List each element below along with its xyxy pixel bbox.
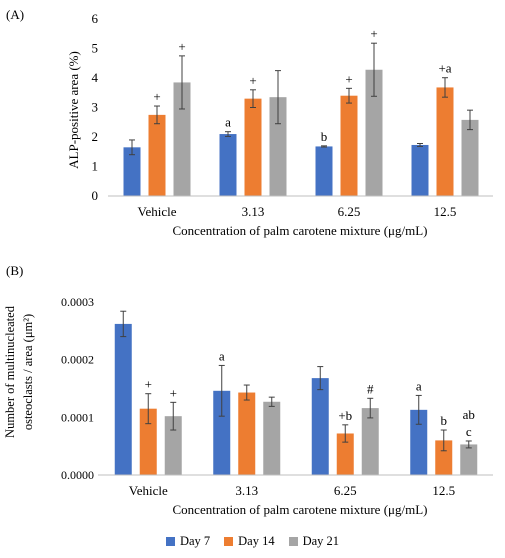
significance-label: a	[416, 378, 422, 393]
significance-label: c	[466, 424, 472, 439]
y-tick-label: 0.0000	[61, 468, 94, 482]
significance-label: +	[370, 26, 377, 41]
bar	[436, 87, 454, 196]
significance-label: a	[225, 115, 231, 130]
panel-b-y-label-line1: Number of multinucleated	[3, 305, 17, 438]
bar	[123, 147, 141, 196]
bar	[213, 390, 231, 475]
panel-a-label: (A)	[6, 7, 24, 22]
bar	[269, 97, 287, 196]
x-tick-label: 6.25	[338, 204, 361, 219]
bar	[410, 409, 428, 475]
y-tick-label: 0.0001	[61, 410, 94, 424]
bar	[460, 444, 478, 475]
legend-item-day14: Day 14	[224, 534, 275, 549]
legend-label-day21: Day 21	[302, 534, 340, 548]
significance-label: a	[219, 348, 225, 363]
significance-label: +b	[338, 408, 352, 423]
bar	[139, 408, 157, 475]
y-tick-label: 0.0002	[61, 353, 94, 367]
bar	[114, 323, 132, 475]
significance-label: b	[321, 129, 328, 144]
bar	[411, 144, 429, 196]
legend-swatch-day21	[288, 537, 298, 546]
legend-swatch-day7	[165, 537, 175, 546]
y-tick-label: 4	[92, 70, 99, 85]
panel-b-y-label-line2: osteoclasts / area (μm²)	[21, 314, 35, 430]
bar	[238, 392, 256, 475]
x-tick-label: 12.5	[434, 204, 457, 219]
legend-label-day14: Day 14	[238, 534, 275, 548]
legend-swatch-day14	[224, 537, 234, 546]
significance-label: ab	[463, 407, 475, 422]
significance-label: +	[145, 377, 152, 392]
bar	[361, 408, 379, 475]
y-tick-label: 0.0003	[61, 295, 94, 309]
significance-label: +a	[438, 61, 451, 76]
x-tick-label: 6.25	[334, 483, 357, 498]
x-tick-label: 12.5	[432, 483, 455, 498]
bar	[148, 114, 166, 196]
panel-a-x-label: Concentration of palm carotene mixture (…	[173, 223, 428, 238]
bar	[164, 416, 182, 475]
panel-a-y-label: ALP-positive area (%)	[66, 51, 81, 169]
bar	[219, 134, 237, 196]
chart-legend: Day 7 Day 14 Day 21	[0, 534, 505, 549]
significance-label: +	[153, 89, 160, 104]
significance-label: +	[170, 385, 177, 400]
significance-label: +	[178, 39, 185, 54]
bar	[315, 146, 333, 196]
y-tick-label: 2	[92, 129, 99, 144]
bar	[244, 98, 262, 196]
x-tick-label: 3.13	[235, 483, 258, 498]
legend-item-day21: Day 21	[288, 534, 340, 549]
bar	[435, 440, 453, 475]
y-tick-label: 0	[92, 188, 99, 203]
legend-item-day7: Day 7	[165, 534, 211, 549]
bar	[365, 69, 383, 196]
significance-label: +	[249, 73, 256, 88]
x-tick-label: Vehicle	[129, 483, 168, 498]
x-tick-label: Vehicle	[138, 204, 177, 219]
bar	[173, 82, 191, 196]
y-tick-label: 1	[92, 159, 99, 174]
significance-label: +	[345, 71, 352, 86]
panel-b-label: (B)	[6, 263, 23, 278]
bar	[461, 119, 479, 196]
y-tick-label: 6	[92, 11, 99, 26]
y-tick-label: 5	[92, 41, 99, 56]
bar	[311, 378, 329, 475]
significance-label: b	[441, 413, 448, 428]
legend-label-day7: Day 7	[179, 534, 211, 548]
bar	[340, 95, 358, 196]
bar	[336, 433, 354, 475]
panel-b-x-label: Concentration of palm carotene mixture (…	[173, 502, 428, 517]
bar	[263, 401, 281, 475]
x-tick-label: 3.13	[242, 204, 265, 219]
significance-label: #	[367, 381, 374, 396]
y-tick-label: 3	[92, 100, 99, 115]
